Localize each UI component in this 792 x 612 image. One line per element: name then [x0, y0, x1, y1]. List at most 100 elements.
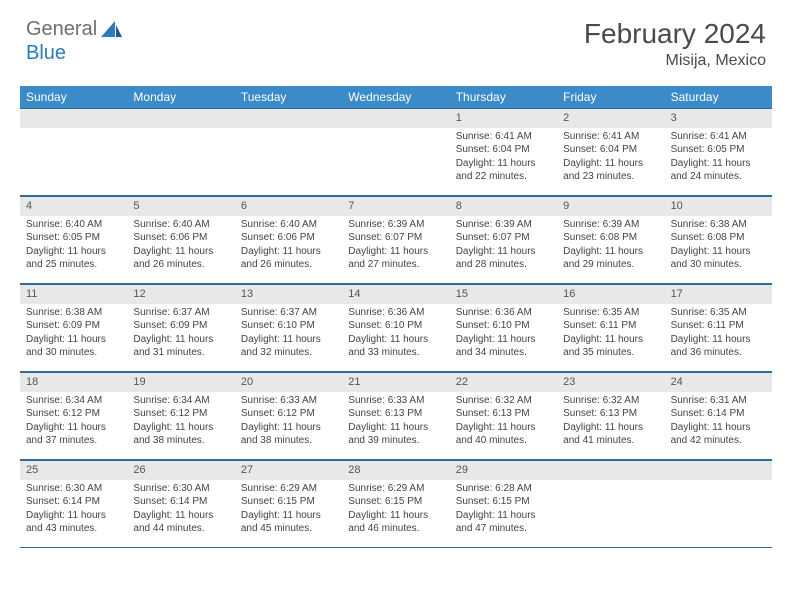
daylight-text: Daylight: 11 hours and 27 minutes. — [348, 245, 443, 272]
daylight-text: Daylight: 11 hours and 30 minutes. — [26, 333, 121, 360]
sunrise-text: Sunrise: 6:40 AM — [26, 218, 121, 232]
logo-text-blue: Blue — [26, 42, 66, 64]
day-number: 23 — [557, 373, 664, 392]
cell-body: Sunrise: 6:32 AMSunset: 6:13 PMDaylight:… — [557, 392, 664, 452]
sunrise-text: Sunrise: 6:40 AM — [133, 218, 228, 232]
sunset-text: Sunset: 6:12 PM — [133, 407, 228, 421]
day-header-thu: Thursday — [450, 86, 557, 108]
day-number: 16 — [557, 285, 664, 304]
calendar: Sunday Monday Tuesday Wednesday Thursday… — [20, 86, 772, 548]
day-number: 25 — [20, 461, 127, 480]
cell-body: Sunrise: 6:41 AMSunset: 6:04 PMDaylight:… — [450, 128, 557, 188]
calendar-cell — [557, 461, 664, 547]
sunrise-text: Sunrise: 6:38 AM — [671, 218, 766, 232]
calendar-cell: 24Sunrise: 6:31 AMSunset: 6:14 PMDayligh… — [665, 373, 772, 459]
calendar-cell: 28Sunrise: 6:29 AMSunset: 6:15 PMDayligh… — [342, 461, 449, 547]
cell-body: Sunrise: 6:40 AMSunset: 6:06 PMDaylight:… — [235, 216, 342, 276]
calendar-cell: 9 Sunrise: 6:39 AMSunset: 6:08 PMDaylight… — [557, 197, 664, 283]
sunset-text: Sunset: 6:10 PM — [348, 319, 443, 333]
cell-body: Sunrise: 6:32 AMSunset: 6:13 PMDaylight:… — [450, 392, 557, 452]
daylight-text: Daylight: 11 hours and 28 minutes. — [456, 245, 551, 272]
cell-body: Sunrise: 6:38 AMSunset: 6:08 PMDaylight:… — [665, 216, 772, 276]
sunset-text: Sunset: 6:14 PM — [26, 495, 121, 509]
sunset-text: Sunset: 6:12 PM — [26, 407, 121, 421]
sunset-text: Sunset: 6:09 PM — [133, 319, 228, 333]
day-number — [665, 461, 772, 480]
cell-body: Sunrise: 6:30 AMSunset: 6:14 PMDaylight:… — [127, 480, 234, 540]
cell-body: Sunrise: 6:36 AMSunset: 6:10 PMDaylight:… — [342, 304, 449, 364]
cell-body: Sunrise: 6:36 AMSunset: 6:10 PMDaylight:… — [450, 304, 557, 364]
sunrise-text: Sunrise: 6:41 AM — [563, 130, 658, 144]
daylight-text: Daylight: 11 hours and 26 minutes. — [133, 245, 228, 272]
daylight-text: Daylight: 11 hours and 45 minutes. — [241, 509, 336, 536]
calendar-cell: 11Sunrise: 6:38 AMSunset: 6:09 PMDayligh… — [20, 285, 127, 371]
daylight-text: Daylight: 11 hours and 26 minutes. — [241, 245, 336, 272]
daylight-text: Daylight: 11 hours and 39 minutes. — [348, 421, 443, 448]
calendar-cell — [342, 109, 449, 195]
sunrise-text: Sunrise: 6:31 AM — [671, 394, 766, 408]
cell-body — [235, 128, 342, 190]
page-subtitle: Misija, Mexico — [584, 52, 766, 70]
day-number: 22 — [450, 373, 557, 392]
daylight-text: Daylight: 11 hours and 42 minutes. — [671, 421, 766, 448]
calendar-cell: 20Sunrise: 6:33 AMSunset: 6:12 PMDayligh… — [235, 373, 342, 459]
calendar-week: 4Sunrise: 6:40 AMSunset: 6:05 PMDaylight… — [20, 196, 772, 284]
sunset-text: Sunset: 6:08 PM — [563, 231, 658, 245]
day-number: 10 — [665, 197, 772, 216]
day-number: 21 — [342, 373, 449, 392]
daylight-text: Daylight: 11 hours and 30 minutes. — [671, 245, 766, 272]
calendar-cell: 5Sunrise: 6:40 AMSunset: 6:06 PMDaylight… — [127, 197, 234, 283]
day-number — [127, 109, 234, 128]
daylight-text: Daylight: 11 hours and 46 minutes. — [348, 509, 443, 536]
sunrise-text: Sunrise: 6:32 AM — [563, 394, 658, 408]
calendar-cell: 8Sunrise: 6:39 AMSunset: 6:07 PMDaylight… — [450, 197, 557, 283]
calendar-cell: 21Sunrise: 6:33 AMSunset: 6:13 PMDayligh… — [342, 373, 449, 459]
sunrise-text: Sunrise: 6:37 AM — [241, 306, 336, 320]
calendar-cell: 13Sunrise: 6:37 AMSunset: 6:10 PMDayligh… — [235, 285, 342, 371]
daylight-text: Daylight: 11 hours and 35 minutes. — [563, 333, 658, 360]
cell-body: Sunrise: 6:28 AMSunset: 6:15 PMDaylight:… — [450, 480, 557, 540]
day-number: 24 — [665, 373, 772, 392]
sunrise-text: Sunrise: 6:40 AM — [241, 218, 336, 232]
day-number: 9 — [557, 197, 664, 216]
day-number: 15 — [450, 285, 557, 304]
day-number: 2 — [557, 109, 664, 128]
calendar-cell: 3Sunrise: 6:41 AMSunset: 6:05 PMDaylight… — [665, 109, 772, 195]
daylight-text: Daylight: 11 hours and 23 minutes. — [563, 157, 658, 184]
cell-body: Sunrise: 6:29 AMSunset: 6:15 PMDaylight:… — [342, 480, 449, 540]
calendar-cell: 23Sunrise: 6:32 AMSunset: 6:13 PMDayligh… — [557, 373, 664, 459]
sunset-text: Sunset: 6:07 PM — [456, 231, 551, 245]
sunrise-text: Sunrise: 6:39 AM — [563, 218, 658, 232]
sunrise-text: Sunrise: 6:30 AM — [26, 482, 121, 496]
day-header-tue: Tuesday — [235, 86, 342, 108]
sunrise-text: Sunrise: 6:28 AM — [456, 482, 551, 496]
sunset-text: Sunset: 6:13 PM — [456, 407, 551, 421]
daylight-text: Daylight: 11 hours and 34 minutes. — [456, 333, 551, 360]
sunset-text: Sunset: 6:11 PM — [671, 319, 766, 333]
calendar-week: 1Sunrise: 6:41 AMSunset: 6:04 PMDaylight… — [20, 108, 772, 196]
calendar-cell: 27Sunrise: 6:29 AMSunset: 6:15 PMDayligh… — [235, 461, 342, 547]
sunset-text: Sunset: 6:06 PM — [133, 231, 228, 245]
sunrise-text: Sunrise: 6:41 AM — [671, 130, 766, 144]
daylight-text: Daylight: 11 hours and 36 minutes. — [671, 333, 766, 360]
day-number — [557, 461, 664, 480]
cell-body: Sunrise: 6:34 AMSunset: 6:12 PMDaylight:… — [20, 392, 127, 452]
cell-body — [127, 128, 234, 190]
day-number: 1 — [450, 109, 557, 128]
calendar-cell: 18Sunrise: 6:34 AMSunset: 6:12 PMDayligh… — [20, 373, 127, 459]
day-number: 14 — [342, 285, 449, 304]
cell-body — [342, 128, 449, 190]
sunset-text: Sunset: 6:09 PM — [26, 319, 121, 333]
daylight-text: Daylight: 11 hours and 29 minutes. — [563, 245, 658, 272]
cell-body: Sunrise: 6:35 AMSunset: 6:11 PMDaylight:… — [557, 304, 664, 364]
sunrise-text: Sunrise: 6:29 AM — [348, 482, 443, 496]
day-number: 8 — [450, 197, 557, 216]
header: General February 2024 Misija, Mexico — [0, 0, 792, 78]
calendar-cell: 22Sunrise: 6:32 AMSunset: 6:13 PMDayligh… — [450, 373, 557, 459]
calendar-cell: 12Sunrise: 6:37 AMSunset: 6:09 PMDayligh… — [127, 285, 234, 371]
sunset-text: Sunset: 6:11 PM — [563, 319, 658, 333]
cell-body: Sunrise: 6:41 AMSunset: 6:04 PMDaylight:… — [557, 128, 664, 188]
sunset-text: Sunset: 6:10 PM — [241, 319, 336, 333]
sunset-text: Sunset: 6:15 PM — [456, 495, 551, 509]
daylight-text: Daylight: 11 hours and 32 minutes. — [241, 333, 336, 360]
